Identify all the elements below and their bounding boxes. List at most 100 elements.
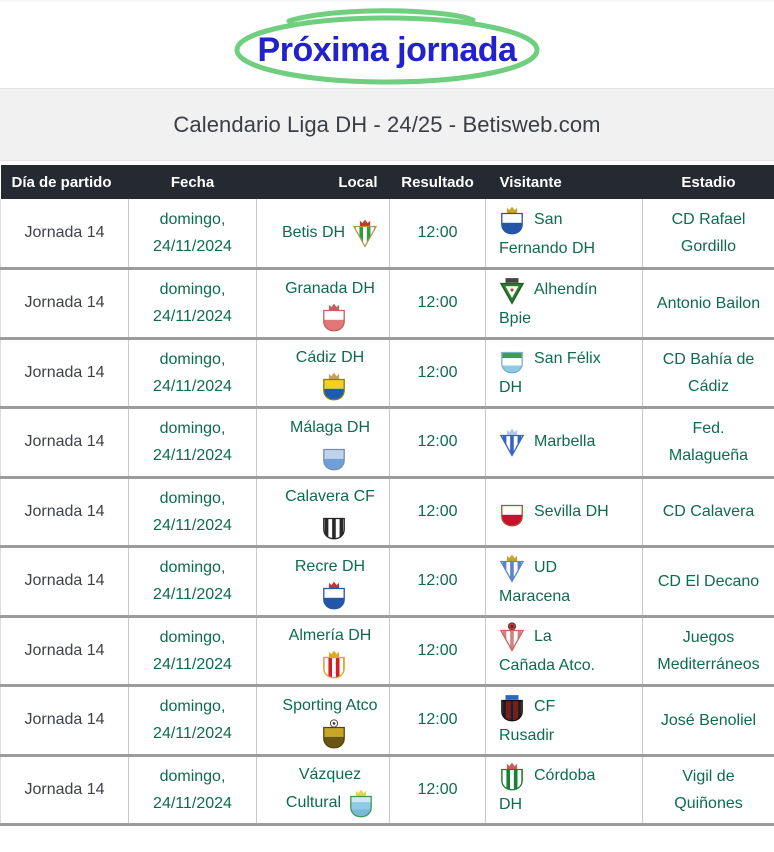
header-row: Día de partido Fecha Local Resultado Vis…: [0, 165, 774, 199]
cell-away-team: San Fernando DH: [485, 199, 643, 270]
fixture-row: Jornada 14 domingo, 24/11/2024 Granada DH 12…: [0, 268, 774, 340]
vazquez-cultural-crest-icon: [348, 788, 374, 818]
away-team-name: Alhendín: [534, 280, 598, 298]
cell-date: domingo, 24/11/2024: [128, 546, 257, 618]
next-matchday-banner: Próxima jornada: [0, 3, 774, 88]
away-team-name: La: [534, 628, 552, 646]
cell-result: 12:00: [389, 477, 486, 548]
top-fade: [0, 0, 774, 3]
col-header-fecha: Fecha: [128, 165, 257, 199]
col-header-resultado: Resultado: [389, 165, 486, 199]
fixture-row: Jornada 14 domingo, 24/11/2024 Vázquez Cultu…: [0, 755, 774, 826]
alhendin-bpie-crest-icon: [499, 275, 525, 305]
san-fernando-dh-crest-icon: [499, 205, 525, 235]
cell-result: 12:00: [389, 685, 486, 757]
cell-away-team: CF Rusadir: [485, 685, 643, 757]
cell-home-team: Almería DH: [256, 616, 390, 687]
away-team-name: Rusadir: [499, 726, 555, 744]
home-team-name: Almería DH: [288, 627, 372, 645]
cell-stadium: CD Calavera: [642, 477, 774, 548]
away-team-name: San: [534, 210, 563, 228]
sporting-atco-crest-icon: [321, 719, 347, 749]
fixture-row: Jornada 14 domingo, 24/11/2024 Sporting Atc…: [0, 685, 774, 757]
recre-dh-crest-icon: [321, 580, 347, 610]
cell-home-team: Calavera CF: [256, 477, 390, 548]
cell-date: domingo, 24/11/2024: [128, 755, 257, 826]
col-header-estadio: Estadio: [642, 165, 774, 199]
cell-home-team: Betis DH: [256, 199, 390, 270]
cell-home-team: Vázquez Cultural: [256, 755, 390, 826]
away-team-name: Cañada Atco.: [499, 657, 596, 675]
cell-matchday: Jornada 14: [0, 338, 129, 409]
san-felix-dh-crest-icon: [499, 344, 525, 374]
away-team-name: DH: [499, 796, 523, 814]
cordoba-dh-crest-icon: [499, 761, 525, 791]
cell-away-team: La Cañada Atco.: [485, 616, 643, 687]
cell-date: domingo, 24/11/2024: [128, 338, 257, 409]
cell-home-team: Sporting Atco: [256, 685, 390, 757]
cell-stadium: CD El Decano: [642, 546, 774, 618]
cell-matchday: Jornada 14: [0, 616, 129, 687]
away-team-name: Córdoba: [534, 767, 596, 785]
cell-date: domingo, 24/11/2024: [128, 616, 257, 687]
cell-result: 12:00: [389, 755, 486, 826]
cell-result: 12:00: [389, 338, 486, 409]
away-team-name: Sevilla DH: [534, 502, 609, 520]
cell-away-team: Alhendín Bpie: [485, 268, 643, 340]
granada-dh-crest-icon: [321, 302, 347, 332]
sevilla-dh-crest-icon: [499, 497, 525, 527]
la-canada-atco-crest-icon: [499, 622, 525, 653]
cell-date: domingo, 24/11/2024: [128, 477, 257, 548]
away-team-name: Fernando DH: [499, 239, 596, 257]
cell-matchday: Jornada 14: [0, 755, 129, 826]
circle-annotation-icon: [234, 8, 540, 85]
home-team-name: Granada DH: [285, 279, 375, 297]
cell-stadium: Juegos Mediterráneos: [642, 616, 774, 687]
fixtures-table: Día de partido Fecha Local Resultado Vis…: [0, 165, 774, 826]
home-team-name: Málaga DH: [289, 418, 371, 436]
away-team-name: UD: [534, 558, 558, 576]
cadiz-dh-crest-icon: [321, 371, 347, 401]
cell-date: domingo, 24/11/2024: [128, 685, 257, 757]
almeria-dh-crest-icon: [321, 649, 347, 679]
cell-stadium: Antonio Bailon: [642, 268, 774, 340]
home-team-name: Sporting Atco: [282, 696, 378, 714]
cell-matchday: Jornada 14: [0, 407, 129, 479]
fixture-row: Jornada 14 domingo, 24/11/2024 Málaga DH 12:…: [0, 407, 774, 479]
table-title: Calendario Liga DH - 24/25 - Betisweb.co…: [173, 111, 601, 137]
home-team-name: Vázquez: [298, 766, 362, 784]
cell-result: 12:00: [389, 268, 486, 340]
away-team-name: Maracena: [499, 587, 571, 605]
cell-result: 12:00: [389, 407, 486, 479]
cell-stadium: José Benoliel: [642, 685, 774, 757]
col-header-visitante: Visitante: [485, 165, 643, 199]
cell-away-team: Marbella: [485, 407, 643, 479]
cell-result: 12:00: [389, 199, 486, 270]
fixture-row: Jornada 14 domingo, 24/11/2024 Betis DH 12:0…: [0, 199, 774, 270]
home-team-name: Calavera CF: [285, 488, 375, 506]
cell-matchday: Jornada 14: [0, 199, 129, 270]
cell-date: domingo, 24/11/2024: [128, 407, 257, 479]
betis-dh-crest-icon: [352, 218, 378, 248]
away-team-name: Marbella: [534, 433, 596, 451]
col-header-matchday: Día de partido: [0, 165, 129, 199]
away-team-name: San Félix: [534, 350, 601, 368]
home-team-name: Recre DH: [294, 557, 366, 575]
malaga-dh-crest-icon: [321, 441, 347, 471]
fixtures-body: Jornada 14 domingo, 24/11/2024 Betis DH 12:0…: [0, 199, 774, 826]
cf-rusadir-crest-icon: [499, 692, 525, 722]
cell-away-team: Sevilla DH: [485, 477, 643, 548]
cell-home-team: Recre DH: [256, 546, 390, 618]
home-team-name: Cultural: [285, 794, 342, 812]
cell-away-team: Córdoba DH: [485, 755, 643, 826]
cell-home-team: Granada DH: [256, 268, 390, 340]
cell-date: domingo, 24/11/2024: [128, 268, 257, 340]
cell-stadium: CD Rafael Gordillo: [642, 199, 774, 270]
table-title-band: Calendario Liga DH - 24/25 - Betisweb.co…: [0, 88, 774, 161]
cell-matchday: Jornada 14: [0, 546, 129, 618]
calavera-cf-crest-icon: [321, 510, 347, 540]
cell-matchday: Jornada 14: [0, 685, 129, 757]
home-team-name: Betis DH: [281, 224, 346, 242]
fixture-row: Jornada 14 domingo, 24/11/2024 Recre DH 12:0…: [0, 546, 774, 618]
away-team-name: DH: [499, 379, 523, 397]
